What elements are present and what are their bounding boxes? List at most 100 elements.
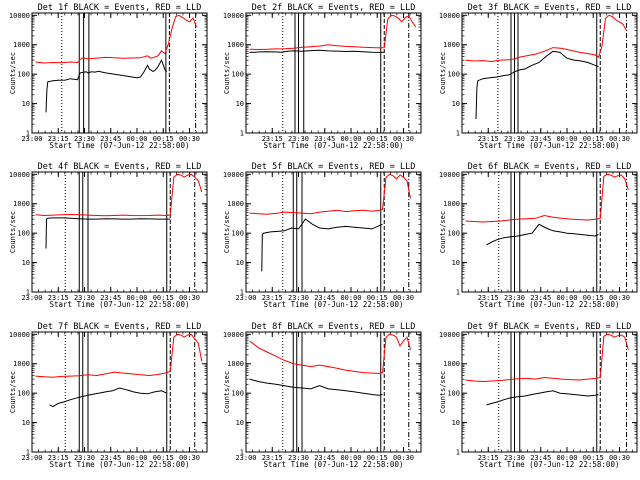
panel-det-4f: Det 4f BLACK = Events, RED = LLD 1 10 100 10…	[9, 162, 208, 309]
y-tick-label: 10000	[439, 171, 460, 179]
panel-det-6f: Det 6f BLACK = Events, RED = LLD 1 10 100 10…	[439, 162, 638, 309]
x-tick-label: 00:00	[126, 135, 147, 143]
series-lld	[35, 333, 203, 378]
y-tick-label: 10	[452, 419, 460, 427]
y-axis-label: Counts/sec	[223, 52, 231, 94]
series-events	[45, 217, 171, 249]
x-tick-label: 23:45	[314, 454, 335, 462]
x-tick-label: 00:30	[393, 454, 414, 462]
x-tick-label: 00:30	[179, 294, 200, 302]
y-tick-label: 1000	[13, 200, 30, 208]
x-tick-label: 23:45	[314, 294, 335, 302]
x-tick-label: 00:00	[556, 454, 577, 462]
x-tick-label: 23:15	[478, 454, 499, 462]
panel-title: Det 3f BLACK = Events, RED = LLD	[468, 3, 632, 13]
panel-title: Det 8f BLACK = Events, RED = LLD	[252, 322, 416, 332]
x-tick-label: 23:00	[21, 454, 42, 462]
panel-det-5f: Det 5f BLACK = Events, RED = LLD 1 10 100 10…	[223, 162, 422, 309]
x-tick-label: 23:15	[262, 135, 283, 143]
x-tick-label: 00:00	[556, 135, 577, 143]
x-tick-label: 00:30	[609, 135, 630, 143]
y-tick-label: 100	[17, 390, 30, 398]
x-tick-label: 23:15	[262, 454, 283, 462]
series-lld	[249, 14, 417, 51]
y-tick-label: 1000	[443, 360, 460, 368]
x-axis-label: Start Time (07-Jun-12 22:58:00)	[264, 141, 404, 150]
y-axis-label: Counts/sec	[9, 52, 17, 94]
y-tick-label: 10	[236, 100, 244, 108]
y-tick-label: 10000	[223, 331, 244, 339]
y-tick-label: 10000	[9, 12, 30, 20]
y-tick-label: 100	[17, 230, 30, 238]
panel-title: Det 7f BLACK = Events, RED = LLD	[38, 322, 202, 332]
plot-frame	[461, 331, 638, 453]
y-tick-label: 10	[452, 259, 460, 267]
series-events	[486, 223, 599, 246]
panel-det-3f: Det 3f BLACK = Events, RED = LLD 1 10 100 10…	[439, 3, 638, 150]
series-lld	[465, 333, 629, 383]
y-tick-label: 10	[452, 100, 460, 108]
panel-title: Det 5f BLACK = Events, RED = LLD	[252, 162, 416, 172]
y-tick-label: 1	[26, 449, 30, 457]
series-events	[45, 58, 168, 113]
x-tick-label: 23:00	[21, 135, 42, 143]
x-tick-label: 00:30	[609, 454, 630, 462]
x-tick-label: 00:15	[583, 135, 604, 143]
panel-title: Det 2f BLACK = Events, RED = LLD	[252, 3, 416, 13]
x-tick-label: 23:15	[478, 294, 499, 302]
x-tick-label: 23:30	[288, 454, 309, 462]
x-tick-label: 00:30	[179, 135, 200, 143]
x-tick-label: 00:30	[393, 135, 414, 143]
x-tick-label: 23:45	[100, 454, 121, 462]
x-tick-label: 23:15	[48, 454, 69, 462]
y-tick-label: 1000	[13, 360, 30, 368]
x-tick-label: 00:00	[126, 294, 147, 302]
y-tick-label: 1000	[13, 41, 30, 49]
y-tick-label: 100	[447, 390, 460, 398]
plot-frame	[31, 12, 208, 134]
y-axis-label: Counts/sec	[9, 371, 17, 413]
x-tick-label: 23:30	[74, 454, 95, 462]
x-tick-label: 23:30	[504, 454, 525, 462]
plot-frame	[31, 171, 208, 293]
y-tick-label: 100	[231, 390, 244, 398]
plot-frame	[461, 12, 638, 134]
y-tick-label: 10	[236, 419, 244, 427]
y-tick-label: 1000	[443, 41, 460, 49]
x-tick-label: 00:00	[340, 454, 361, 462]
x-tick-label: 23:30	[288, 135, 309, 143]
x-tick-label: 23:30	[504, 135, 525, 143]
plot-frame	[461, 171, 638, 293]
y-axis-label: Counts/sec	[439, 371, 447, 413]
panel-det-7f: Det 7f BLACK = Events, RED = LLD 1 10 100 10…	[9, 322, 208, 469]
y-tick-label: 1000	[227, 360, 244, 368]
y-tick-label: 1	[240, 289, 244, 297]
y-axis-label: Counts/sec	[439, 52, 447, 94]
x-axis-label: Start Time (07-Jun-12 22:58:00)	[480, 460, 620, 469]
series-events	[249, 49, 385, 53]
y-tick-label: 10000	[439, 331, 460, 339]
series-lld	[465, 173, 629, 223]
series-lld	[249, 173, 411, 215]
panel-det-8f: Det 8f BLACK = Events, RED = LLD 1 10 100 10…	[223, 322, 422, 469]
y-tick-label: 10000	[223, 12, 244, 20]
x-tick-label: 23:15	[478, 135, 499, 143]
series-events	[486, 390, 599, 406]
series-events	[261, 218, 383, 272]
x-tick-label: 00:00	[126, 454, 147, 462]
x-tick-label: 23:45	[530, 135, 551, 143]
panel-det-1f: Det 1f BLACK = Events, RED = LLD 1 10 100 10…	[9, 3, 208, 150]
x-tick-label: 00:15	[367, 454, 388, 462]
y-tick-label: 10	[22, 259, 30, 267]
panel-title: Det 1f BLACK = Events, RED = LLD	[38, 3, 202, 13]
x-axis-label: Start Time (07-Jun-12 22:58:00)	[480, 300, 620, 309]
series-events	[475, 50, 599, 120]
series-lld	[249, 333, 411, 374]
series-lld	[35, 173, 203, 217]
x-tick-label: 23:30	[504, 294, 525, 302]
x-tick-label: 00:15	[153, 294, 174, 302]
x-tick-label: 00:15	[367, 135, 388, 143]
y-tick-label: 1	[456, 130, 460, 138]
x-tick-label: 23:00	[235, 454, 256, 462]
